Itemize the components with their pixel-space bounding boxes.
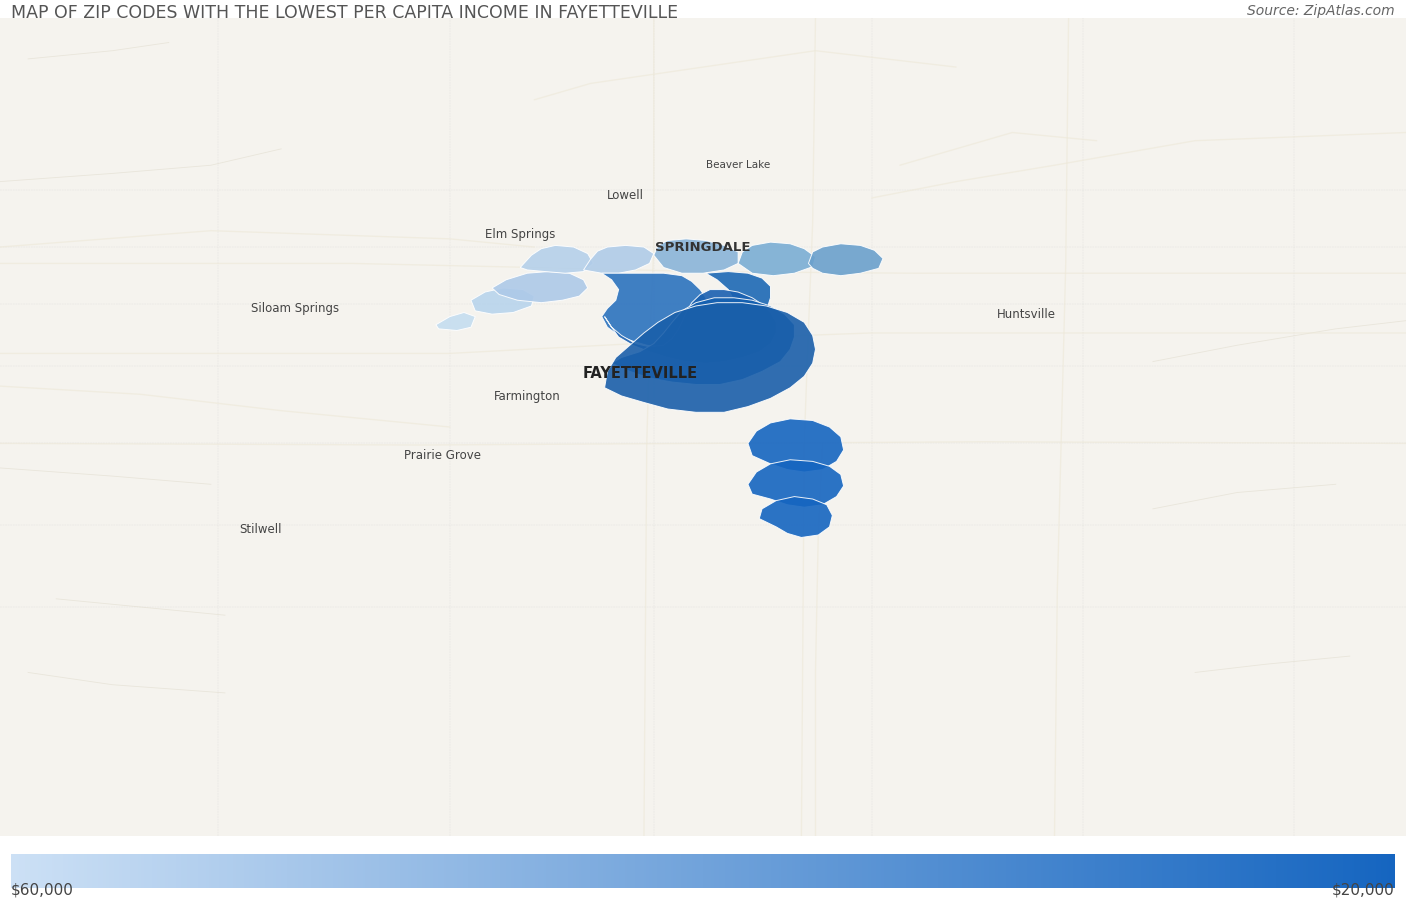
Polygon shape xyxy=(605,289,776,363)
Polygon shape xyxy=(692,271,770,350)
Polygon shape xyxy=(471,288,534,314)
Polygon shape xyxy=(654,239,738,273)
Text: Farmington: Farmington xyxy=(494,390,561,404)
Text: Huntsville: Huntsville xyxy=(997,308,1056,322)
Polygon shape xyxy=(583,245,654,273)
Text: $20,000: $20,000 xyxy=(1331,882,1395,897)
Polygon shape xyxy=(605,303,815,413)
Polygon shape xyxy=(748,459,844,507)
Polygon shape xyxy=(738,242,815,276)
Text: Source: ZipAtlas.com: Source: ZipAtlas.com xyxy=(1247,4,1395,19)
Text: Siloam Springs: Siloam Springs xyxy=(252,302,339,315)
Text: Lowell: Lowell xyxy=(607,189,644,202)
Text: $60,000: $60,000 xyxy=(11,882,75,897)
Polygon shape xyxy=(492,271,588,303)
Text: Prairie Grove: Prairie Grove xyxy=(405,450,481,462)
Text: Stilwell: Stilwell xyxy=(239,523,281,536)
Polygon shape xyxy=(520,245,593,273)
Text: Elm Springs: Elm Springs xyxy=(485,228,555,241)
Text: Beaver Lake: Beaver Lake xyxy=(706,160,770,170)
Text: SPRINGDALE: SPRINGDALE xyxy=(655,241,751,254)
Polygon shape xyxy=(759,496,832,538)
Polygon shape xyxy=(612,298,794,385)
Polygon shape xyxy=(602,273,710,347)
Polygon shape xyxy=(436,313,475,331)
Text: FAYETTEVILLE: FAYETTEVILLE xyxy=(582,367,697,381)
Text: MAP OF ZIP CODES WITH THE LOWEST PER CAPITA INCOME IN FAYETTEVILLE: MAP OF ZIP CODES WITH THE LOWEST PER CAP… xyxy=(11,4,678,22)
Polygon shape xyxy=(808,244,883,276)
Polygon shape xyxy=(748,419,844,472)
